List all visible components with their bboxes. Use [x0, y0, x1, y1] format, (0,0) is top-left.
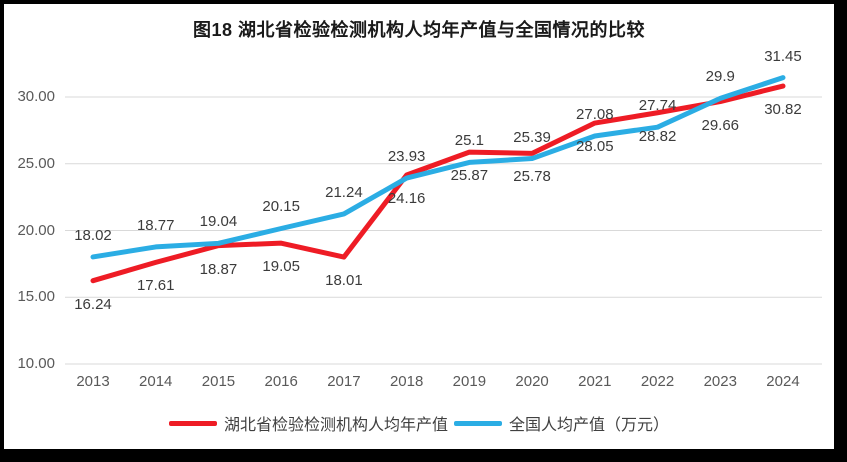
legend-label: 湖北省检验检测机构人均年产值	[223, 417, 448, 434]
data-label: 18.02	[74, 226, 112, 244]
legend: 湖北省检验检测机构人均年产值 全国人均产值（万元）	[4, 411, 834, 435]
y-axis-tick: 30.00	[17, 88, 55, 105]
data-label: 18.01	[325, 272, 363, 290]
x-axis-label: 2014	[139, 373, 173, 390]
data-label: 17.61	[136, 277, 175, 295]
x-axis-label: 2021	[578, 373, 612, 390]
legend-swatch	[454, 420, 502, 426]
data-label: 19.05	[262, 258, 300, 276]
y-axis-tick: 15.00	[17, 288, 55, 306]
x-axis-label: 2024	[766, 373, 800, 390]
x-axis-label: 2023	[703, 373, 737, 390]
legend-swatch	[168, 420, 217, 426]
data-label: 31.45	[764, 47, 802, 65]
data-label: 25.78	[513, 168, 551, 186]
x-axis-label: 2022	[640, 373, 675, 390]
data-label: 16.24	[74, 295, 112, 313]
data-label: 19.04	[199, 213, 238, 231]
x-axis-label: 2013	[76, 373, 110, 390]
x-axis-label: 2020	[515, 373, 549, 390]
data-label: 20.15	[262, 198, 300, 216]
chart-title: 图18 湖北省检验检测机构人均年产值与全国情况的比较	[192, 20, 646, 40]
legend-label: 全国人均产值（万元）	[509, 417, 670, 434]
data-label: 18.77	[136, 216, 175, 234]
data-label: 24.16	[387, 189, 426, 207]
data-label: 30.82	[764, 101, 802, 119]
data-label: 21.24	[325, 183, 363, 201]
data-label: 27.08	[576, 105, 614, 123]
data-label: 28.05	[576, 138, 614, 156]
data-label: 28.82	[638, 127, 677, 145]
y-axis-tick: 25.00	[17, 154, 55, 172]
x-axis-label: 2016	[264, 373, 298, 390]
series-line-national	[90, 75, 786, 260]
data-label: 18.87	[199, 260, 238, 278]
y-axis-tick: 20.00	[17, 221, 55, 239]
x-axis-label: 2019	[452, 373, 487, 390]
plot-area	[65, 75, 822, 365]
series-line-hubei	[90, 83, 786, 284]
x-axis-label: 2018	[389, 373, 424, 390]
x-axis-label: 2015	[201, 373, 236, 390]
chart-canvas: 图18 湖北省检验检测机构人均年产值与全国情况的比较 30.00 25.00 20.…	[4, 4, 834, 449]
data-label: 25.87	[450, 167, 489, 185]
data-label: 29.9	[705, 68, 735, 86]
data-label: 23.93	[387, 148, 426, 166]
data-label: 25.39	[513, 128, 551, 146]
y-axis-tick: 10.00	[17, 355, 55, 372]
x-axis-label: 2017	[327, 373, 361, 390]
legend-item-national: 全国人均产值（万元）	[454, 411, 669, 435]
data-label: 29.66	[701, 116, 740, 134]
data-label: 27.74	[638, 97, 677, 115]
data-label: 25.1	[454, 132, 484, 150]
legend-item-hubei: 湖北省检验检测机构人均年产值	[168, 411, 448, 435]
